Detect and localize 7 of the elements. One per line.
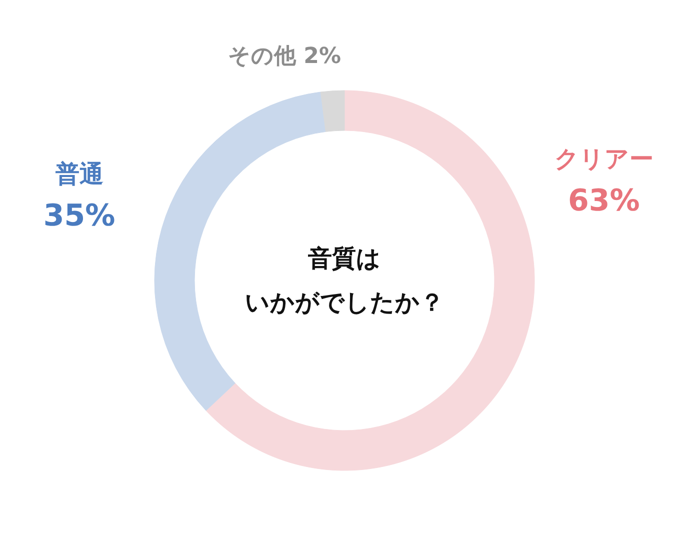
slice-label: 普通 [54, 160, 104, 188]
slice-label: その他 2% [228, 44, 342, 69]
data-label: 35% [43, 198, 116, 234]
slice-label: クリアー [554, 145, 654, 174]
data-label: 63% [568, 184, 640, 219]
text: 音質は [307, 244, 381, 272]
text: いかがでしたか？ [245, 288, 444, 316]
